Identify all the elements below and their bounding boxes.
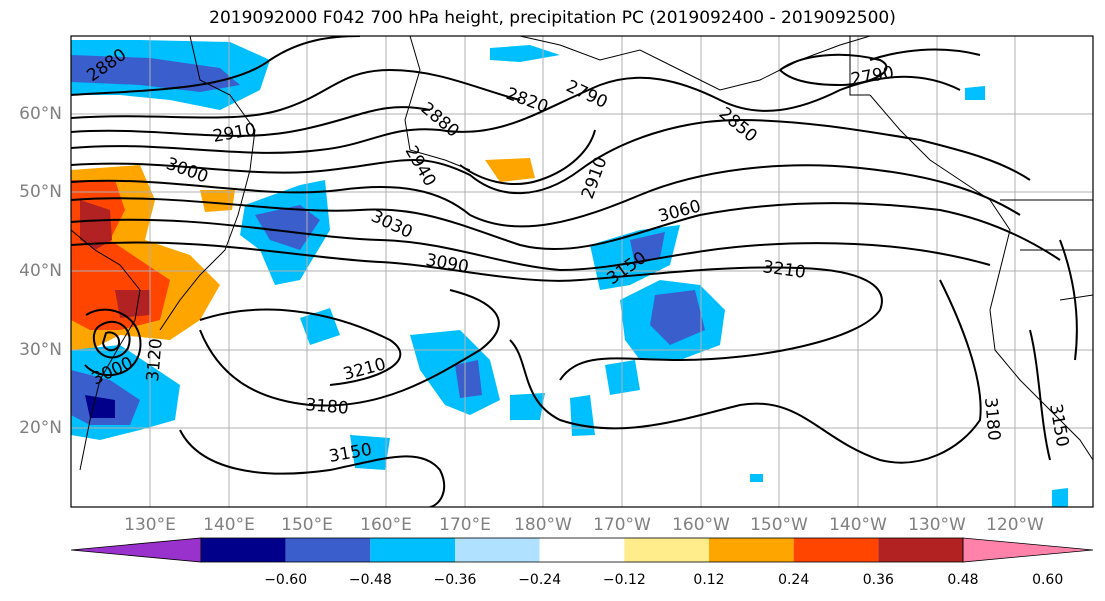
colorbar-tick-label: 0.48	[947, 572, 979, 588]
lon-label: 140°E	[203, 515, 255, 535]
colorbar-tick-label: 0.60	[1032, 572, 1064, 588]
lon-label: 160°E	[360, 515, 412, 535]
contour-label: 3180	[305, 395, 350, 419]
map-title: 2019092000 F042 700 hPa height, precipit…	[209, 8, 896, 28]
lat-label: 20°N	[19, 418, 62, 438]
lon-label: 130°E	[124, 515, 176, 535]
colorbar-tick-label: −0.48	[348, 572, 392, 588]
lat-label: 30°N	[19, 340, 62, 360]
lat-label: 50°N	[19, 182, 62, 202]
lon-label: 170°E	[439, 515, 491, 535]
coastlines	[71, 36, 1093, 471]
lat-label: 40°N	[19, 261, 62, 281]
lon-label: 130°W	[908, 515, 966, 535]
contour-label: 3180	[980, 397, 1004, 442]
map-frame	[70, 35, 1094, 508]
graticule	[71, 36, 1093, 507]
lon-label: 170°W	[593, 515, 651, 535]
colorbar-tick-label: −0.36	[433, 572, 477, 588]
lon-label: 120°W	[986, 515, 1044, 535]
colorbar-tick-label: −0.12	[602, 572, 646, 588]
lon-label: 140°W	[829, 515, 887, 535]
colorbar-tick-label: 0.24	[778, 572, 810, 588]
lat-label: 60°N	[19, 104, 62, 124]
lon-label: 160°W	[672, 515, 730, 535]
contour-label: 3120	[143, 338, 167, 383]
colorbar-tick-label: −0.60	[264, 572, 308, 588]
lon-label: 150°E	[281, 515, 333, 535]
height-contours	[71, 36, 1078, 507]
lon-label: 180°W	[514, 515, 572, 535]
lon-label: 150°W	[750, 515, 808, 535]
colorbar-tick-label: −0.24	[518, 572, 562, 588]
colorbar-tick-label: 0.36	[862, 572, 894, 588]
colorbar-tick-label: 0.12	[693, 572, 725, 588]
